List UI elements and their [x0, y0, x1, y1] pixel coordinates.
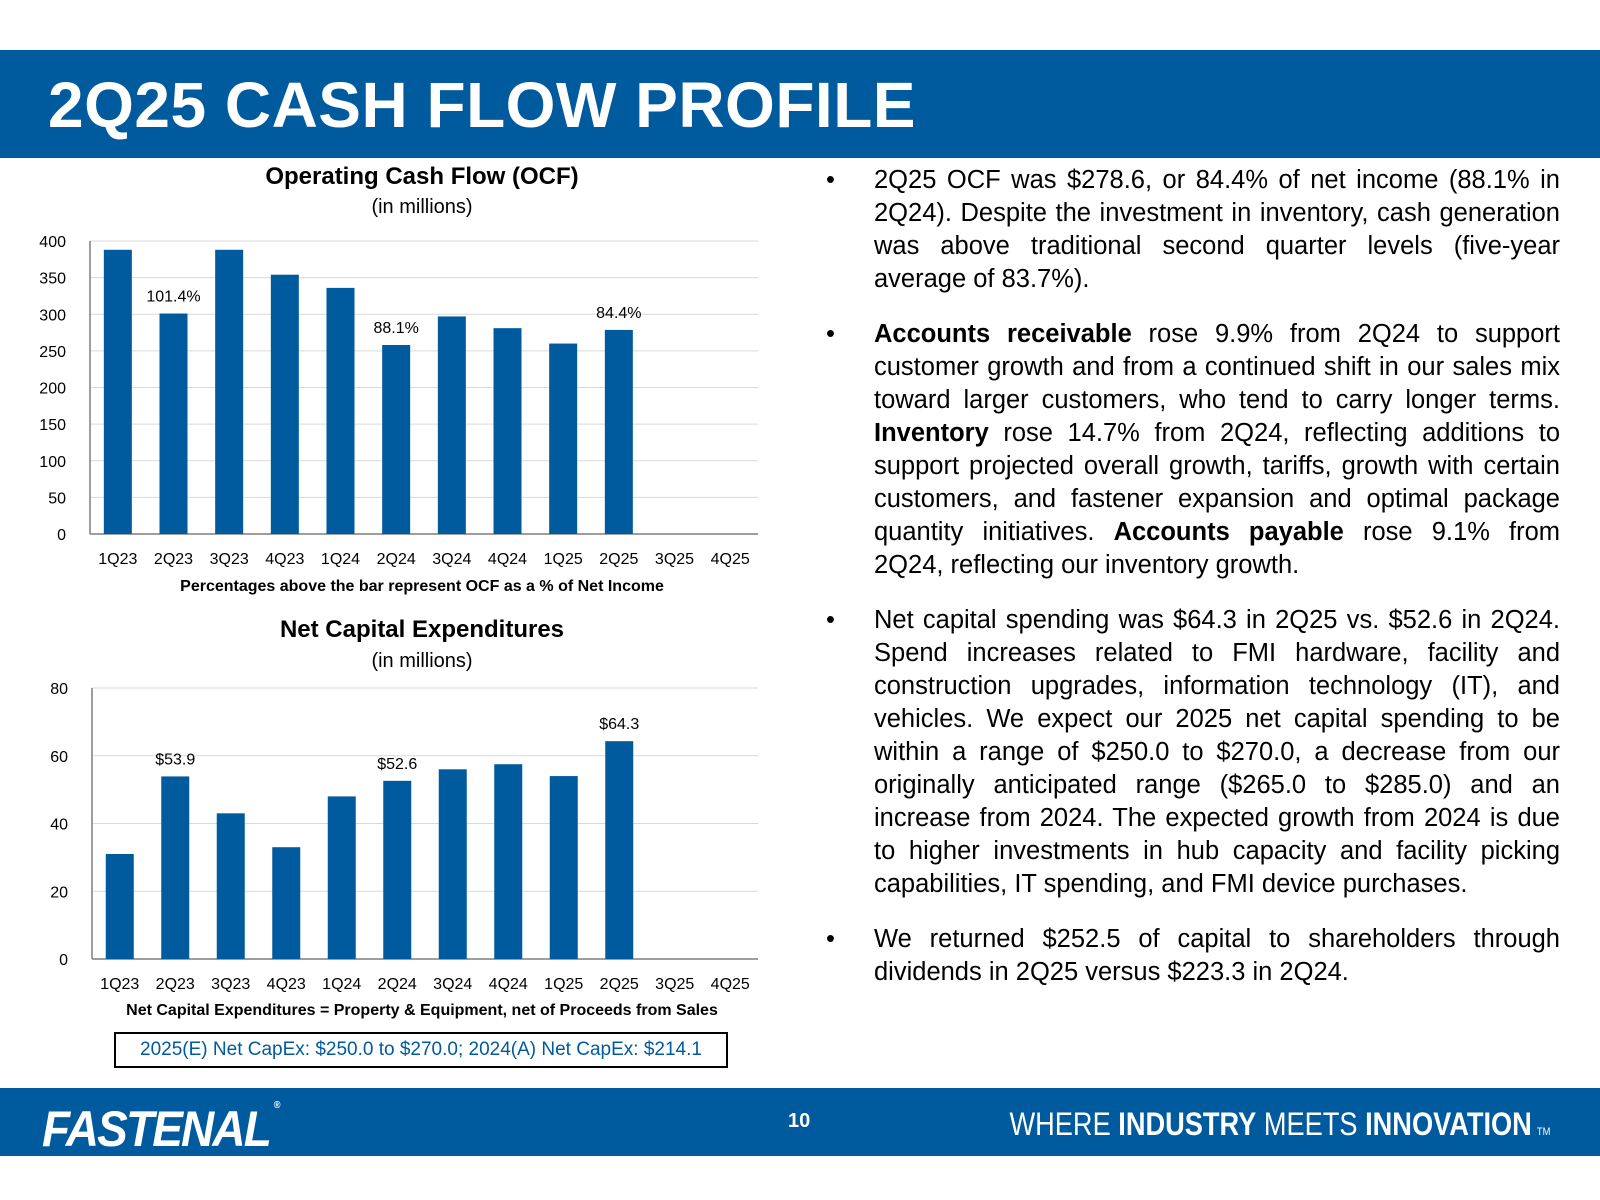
bullet-dot: • [826, 320, 835, 348]
capex-y-tick-label: 60 [50, 749, 68, 766]
ocf-bar [215, 249, 244, 534]
capex-x-tick-label: 3Q25 [655, 976, 694, 993]
ocf-data-label: 84.4% [596, 305, 641, 322]
capex-bar [161, 776, 190, 959]
bullet-item: • Net capital spending was $64.3 in 2Q25 … [820, 604, 1560, 901]
capex-x-tick-label: 1Q25 [544, 976, 583, 993]
ocf-x-tick-label: 2Q24 [377, 551, 416, 568]
capex-bar [494, 764, 523, 959]
capex-bar [383, 780, 412, 959]
capex-x-tick-label: 2Q24 [378, 976, 417, 993]
ocf-chart-title: Operating Cash Flow (OCF) [265, 163, 579, 190]
ocf-x-tick-label: 4Q24 [488, 551, 527, 568]
ocf-bar [382, 345, 411, 534]
ocf-chart-subtitle: (in millions) [371, 196, 473, 218]
title-bar: 2Q25 CASH FLOW PROFILE [0, 50, 1600, 158]
ocf-x-tick-label: 4Q23 [265, 551, 304, 568]
capex-x-tick-label: 4Q24 [489, 976, 528, 993]
bullet-list: • 2Q25 OCF was $278.6, or 84.4% of net in… [820, 164, 1560, 1011]
ocf-y-tick-label: 200 [39, 381, 66, 398]
ocf-bar [493, 328, 522, 534]
bullet-bold-text: Accounts payable [1113, 518, 1344, 546]
capex-x-tick-label: 3Q23 [211, 976, 250, 993]
ocf-bar [159, 313, 188, 534]
capex-y-tick-label: 0 [59, 952, 68, 969]
capex-bar [105, 853, 134, 959]
capex-x-tick-label: 1Q24 [322, 976, 361, 993]
ocf-x-tick-label: 3Q25 [655, 551, 694, 568]
capex-bar [549, 776, 578, 959]
bullet-text: 2Q25 OCF was $278.6, or 84.4% of net inc… [874, 166, 1560, 293]
bullet-text: Net capital spending was $64.3 in 2Q25 v… [874, 606, 1560, 898]
ocf-chart-note: Percentages above the bar represent OCF … [180, 578, 664, 595]
ocf-y-tick-label: 300 [39, 307, 66, 324]
ocf-x-tick-label: 2Q23 [154, 551, 193, 568]
ocf-y-tick-label: 150 [39, 417, 66, 434]
capex-data-label: $53.9 [155, 751, 195, 768]
capex-chart-title: Net Capital Expenditures [279, 616, 565, 643]
ocf-bar [103, 249, 132, 534]
capex-y-tick-label: 40 [50, 817, 68, 834]
capex-y-tick-label: 80 [50, 681, 68, 698]
ocf-x-tick-label: 2Q25 [599, 551, 638, 568]
bullet-dot: • [826, 606, 835, 634]
capex-data-label: $64.3 [599, 716, 639, 733]
capex-bar [438, 769, 467, 959]
ocf-chart: 0 50 100 150 200 250 300 350 400 1Q23 101.4% 2Q23 3Q… [39, 234, 758, 568]
ocf-x-tick-label: 1Q25 [544, 551, 583, 568]
bullet-item: • We returned $252.5 of capital to shareh… [820, 923, 1560, 989]
ocf-x-tick-label: 4Q25 [711, 551, 750, 568]
bullet-text: We returned $252.5 of capital to shareho… [874, 925, 1560, 986]
capex-chart-note: Net Capital Expenditures = Property & Eq… [126, 1002, 718, 1019]
ocf-x-tick-label: 3Q23 [210, 551, 249, 568]
bullet-bold-text: Accounts receivable [874, 320, 1132, 348]
capex-chart: 0 20 40 60 80 1Q23 $53.9 2Q23 3Q23 4Q23 1Q24 $52.6 2… [50, 681, 758, 993]
ocf-x-tick-label: 1Q23 [98, 551, 137, 568]
capex-bar [327, 796, 356, 959]
capex-x-tick-label: 1Q23 [100, 976, 139, 993]
capex-x-tick-label: 4Q25 [711, 976, 750, 993]
ocf-y-tick-label: 250 [39, 344, 66, 361]
page-title: 2Q25 CASH FLOW PROFILE [48, 69, 916, 141]
ocf-y-tick-label: 400 [39, 234, 66, 251]
ocf-bar [326, 287, 355, 534]
capex-bar [272, 847, 301, 959]
ocf-data-label: 101.4% [146, 289, 200, 306]
ocf-x-tick-label: 1Q24 [321, 551, 360, 568]
capex-guidance-box: 2025(E) Net CapEx: $250.0 to $270.0; 202… [114, 1032, 728, 1068]
tagline: WHERE INDUSTRY MEETS INNOVATION TM [1009, 1106, 1550, 1142]
ocf-bar [437, 316, 466, 534]
capex-bar [216, 813, 245, 959]
ocf-bar [270, 274, 299, 534]
bullet-item: • Accounts receivable rose 9.9% from 2Q24… [820, 318, 1560, 582]
page-number: 10 [788, 1110, 811, 1132]
capex-x-tick-label: 2Q25 [600, 976, 639, 993]
bullet-dot: • [826, 166, 835, 194]
capex-bar [605, 741, 634, 959]
ocf-bar [549, 343, 578, 534]
bullet-bold-text: Inventory [874, 419, 989, 447]
ocf-data-label: 88.1% [373, 320, 418, 337]
footer-bar: FASTENAL ® 10 WHERE INDUSTRY MEETS INNOVA… [0, 1088, 1600, 1157]
capex-x-tick-label: 4Q23 [267, 976, 306, 993]
capex-y-tick-label: 20 [50, 884, 68, 901]
capex-x-tick-label: 3Q24 [433, 976, 472, 993]
bullet-text: rose 14.7% from 2Q24, reflecting additio… [874, 419, 1560, 546]
bullet-text: rose 9.1% from 2Q24, reflecting our inve… [874, 518, 1561, 579]
fastenal-logo: FASTENAL ® [42, 1100, 281, 1157]
bullet-dot: • [826, 925, 835, 953]
ocf-bar [604, 329, 633, 534]
bullet-text: rose 9.9% from 2Q24 to support customer … [874, 320, 1560, 414]
ocf-x-tick-label: 3Q24 [432, 551, 471, 568]
capex-data-label: $52.6 [377, 756, 417, 773]
ocf-y-tick-label: 50 [48, 490, 66, 507]
bullet-item: • 2Q25 OCF was $278.6, or 84.4% of net in… [820, 164, 1560, 296]
ocf-y-tick-label: 0 [57, 527, 66, 544]
capex-x-tick-label: 2Q23 [156, 976, 195, 993]
capex-chart-subtitle: (in millions) [371, 650, 473, 672]
ocf-y-tick-label: 350 [39, 271, 66, 288]
ocf-y-tick-label: 100 [39, 454, 66, 471]
